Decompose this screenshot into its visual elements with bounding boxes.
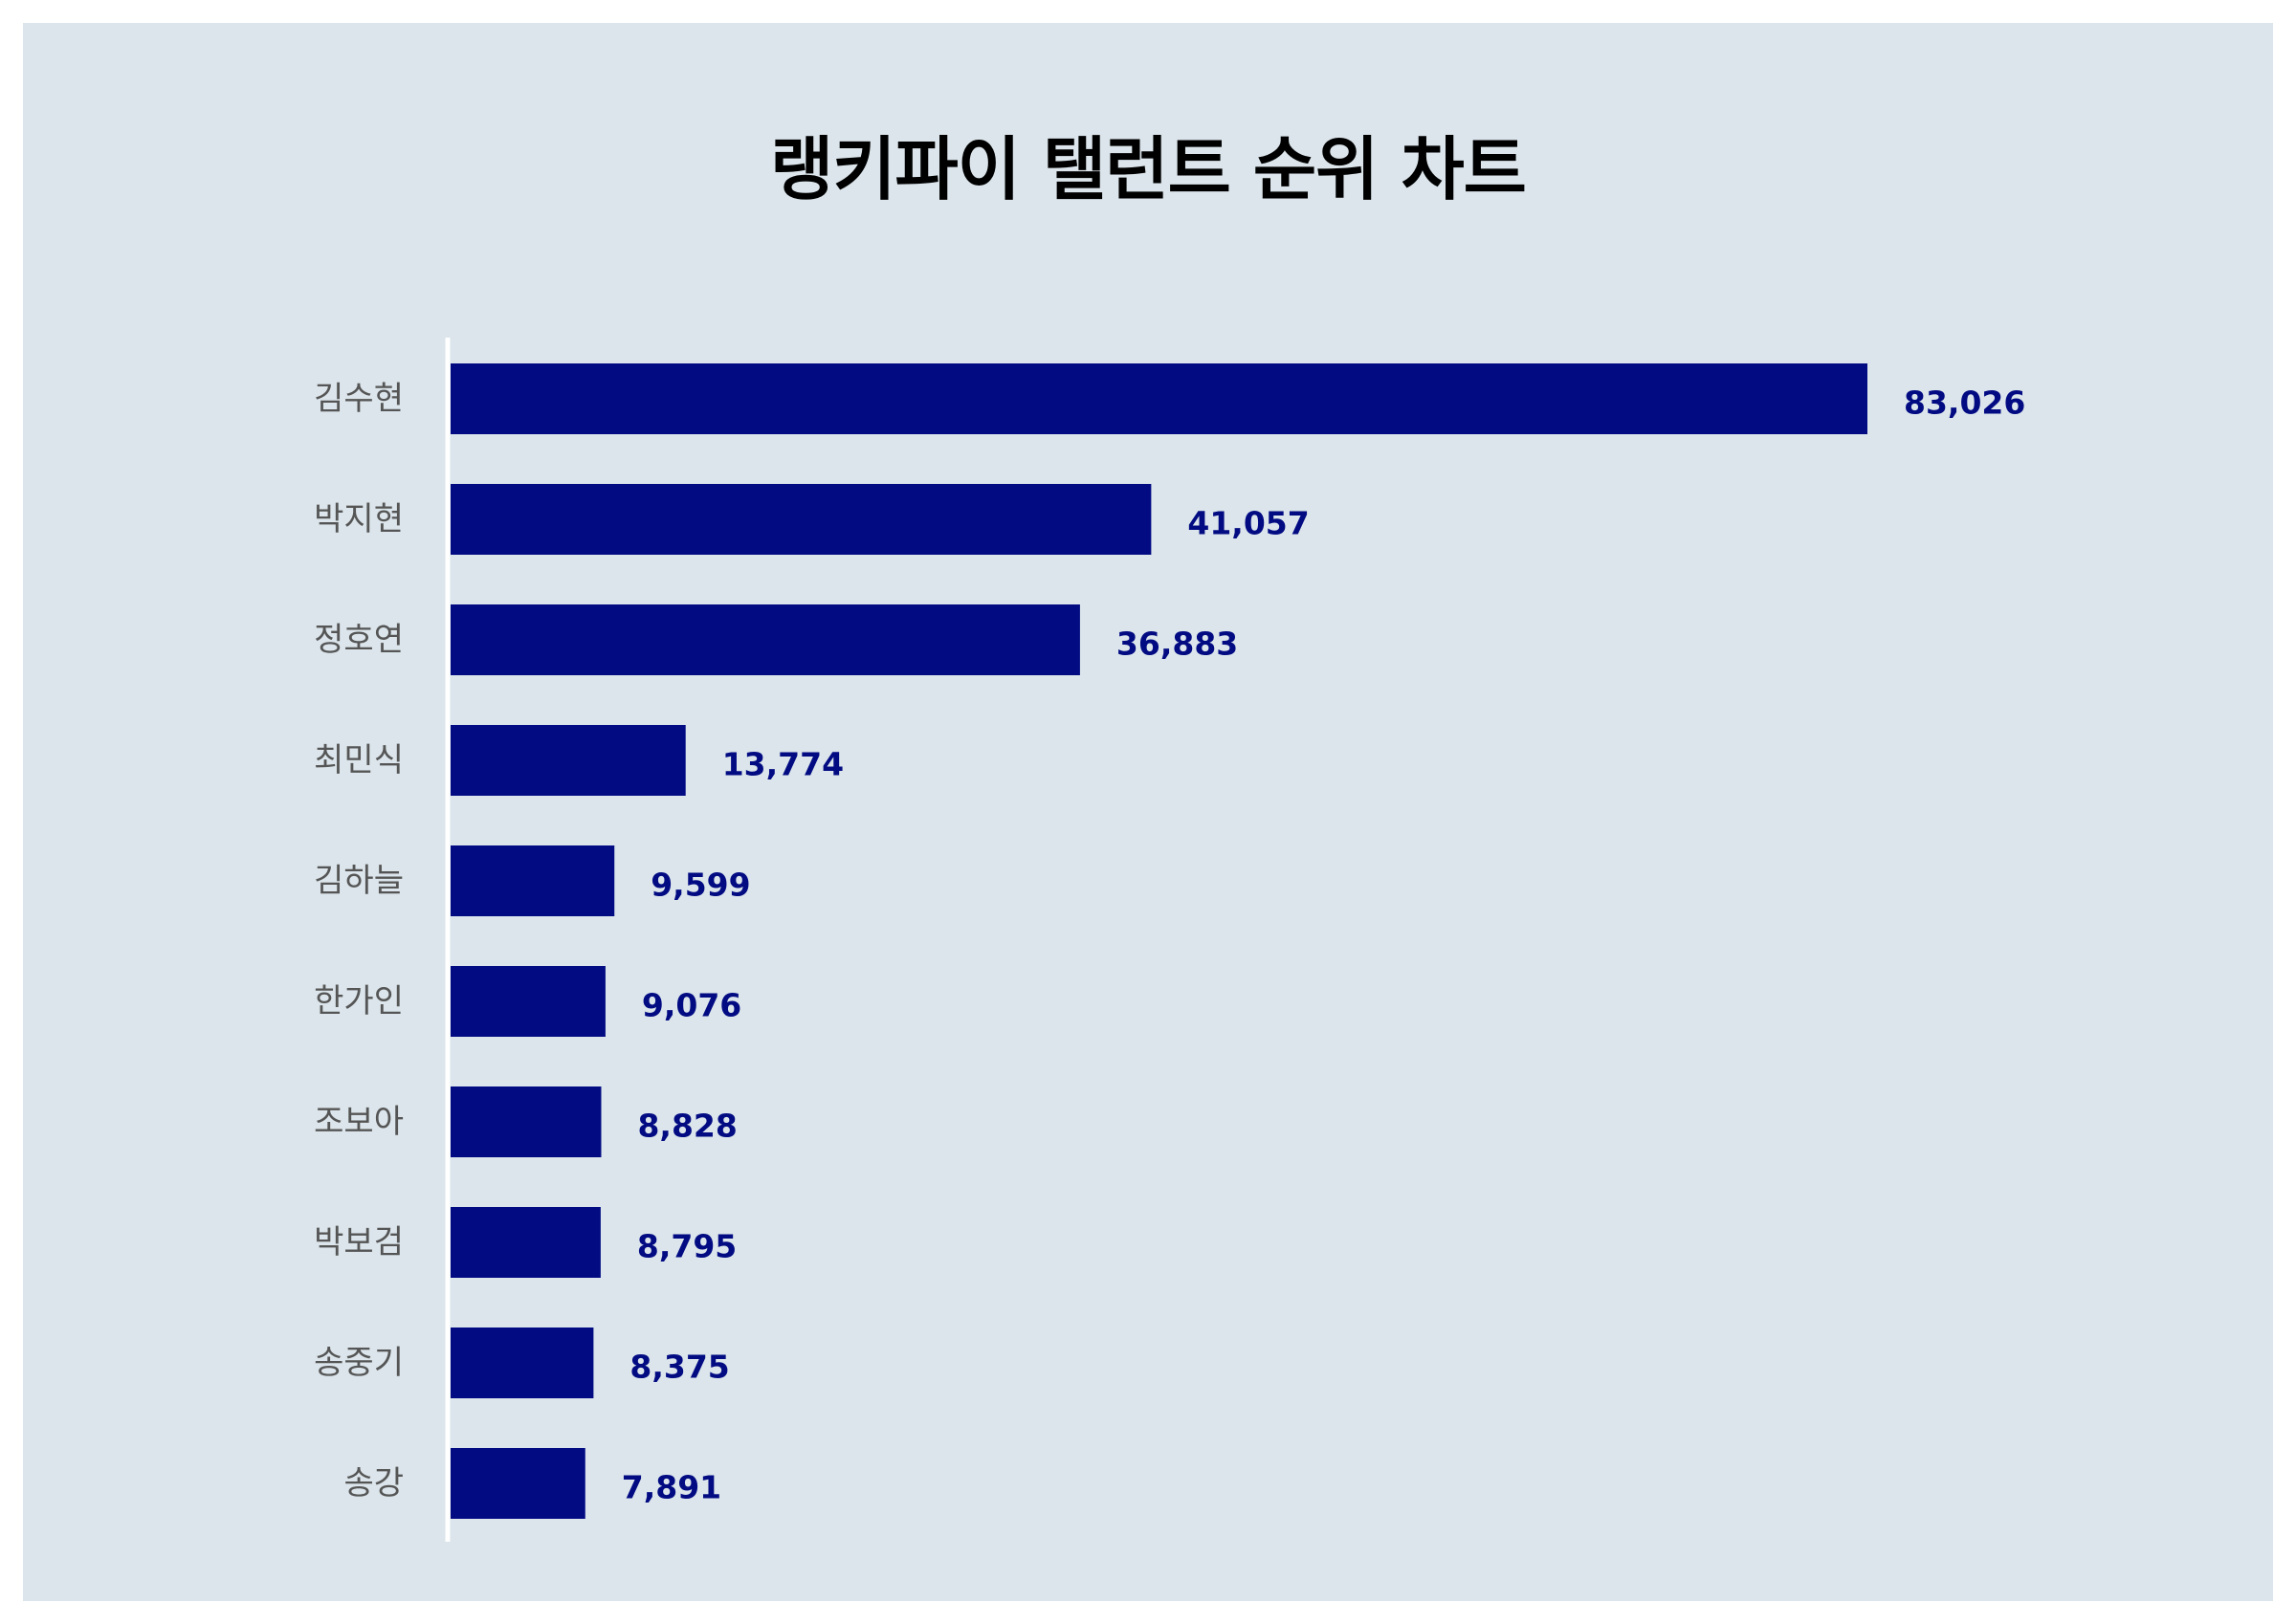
bar-조보아 xyxy=(451,1086,602,1157)
category-label: 한가인 xyxy=(314,982,404,1020)
category-label: 박지현 xyxy=(314,500,404,538)
value-label: 8,375 xyxy=(629,1349,729,1386)
chart-title: 랭키파이 탤런트 순위 차트 xyxy=(770,129,1527,209)
bar-정호연 xyxy=(451,604,1080,675)
category-label: 송강 xyxy=(343,1464,404,1503)
value-label: 83,026 xyxy=(1904,384,2025,422)
value-label: 13,774 xyxy=(722,746,844,783)
category-label: 김하늘 xyxy=(314,862,404,900)
chart-background xyxy=(23,23,2273,1601)
value-label: 8,795 xyxy=(637,1228,737,1265)
value-label: 36,883 xyxy=(1116,625,1238,663)
bar-송중기 xyxy=(451,1328,594,1398)
bar-김하늘 xyxy=(451,845,615,916)
bar-박지현 xyxy=(451,484,1152,555)
value-label: 41,057 xyxy=(1187,505,1309,542)
bar-김수현 xyxy=(451,363,1867,434)
category-label: 김수현 xyxy=(314,380,404,418)
category-label: 최민식 xyxy=(314,741,404,779)
bar-한가인 xyxy=(451,966,606,1037)
bar-박보검 xyxy=(451,1207,601,1278)
value-label: 9,599 xyxy=(651,867,750,904)
bar-최민식 xyxy=(451,725,686,796)
category-label: 조보아 xyxy=(314,1103,404,1141)
category-label: 송중기 xyxy=(314,1344,404,1382)
category-label: 정호연 xyxy=(314,621,404,659)
value-label: 8,828 xyxy=(637,1108,737,1145)
value-label: 9,076 xyxy=(642,987,741,1024)
bars-layer: 김수현 83,026 박지현 41,057 정호연 36,883 최민식 13,774 김하늘 9… xyxy=(314,363,2025,1519)
value-label: 7,891 xyxy=(622,1469,721,1506)
bar-송강 xyxy=(451,1448,585,1519)
category-label: 박보검 xyxy=(314,1223,404,1262)
